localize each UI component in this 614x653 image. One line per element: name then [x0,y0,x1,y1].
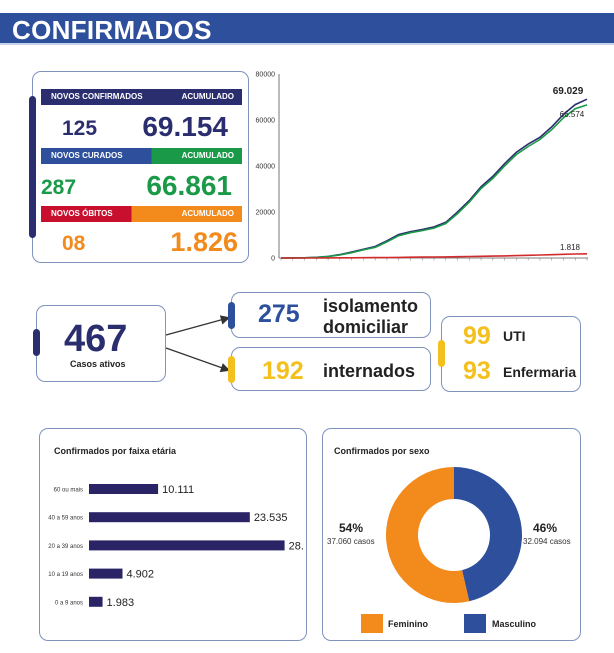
home-isolation-label-1: isolamento [323,296,419,316]
new-deaths-label: NOVOS ÓBITOS [51,209,113,218]
new-confirmed-band: NOVOS CONFIRMADOS ACUMULADO [41,89,242,105]
new-deaths-value: 08 [62,232,86,255]
age-bar-4 [89,596,103,607]
age-chart-title: Confirmados por faixa etária [54,446,177,456]
legend-female-label: Feminino [388,619,428,629]
line-series-deaths [281,253,588,259]
new-recovered-value: 287 [41,176,77,199]
line-chart-y-tick-0: 0 [271,256,275,263]
legend-female-swatch [361,614,383,633]
icu-label: UTI [503,328,526,344]
age-bar-category-4: 0 a 9 anos [55,600,83,606]
icu-ward-card [441,316,581,392]
legend-male-label: Masculino [492,619,537,629]
active-cases-accent [33,329,40,356]
age-bar-category-3: 10 a 19 anos [48,572,83,578]
header-bar: CONFIRMADOS [0,13,614,45]
icu-ward-accent [438,340,445,367]
male-percent: 46% [533,521,558,535]
confirmed-total-value: 69.154 [142,111,228,142]
accum-label-deaths: ACUMULADO [181,209,234,218]
legend-male-swatch [464,614,486,633]
hospitalized-accent [228,356,235,383]
line-chart-y-tick-4: 80000 [256,72,276,79]
line-end-label-1: 66.574 [560,110,585,119]
sex-chart-card [322,428,581,641]
sex-chart-title: Confirmados por sexo [334,446,430,456]
age-bar-0 [89,484,159,494]
age-bar-3 [89,568,123,579]
deaths-total-value: 1.826 [170,227,238,257]
female-count: 37.060 casos [327,537,375,546]
age-bar-2 [89,540,285,551]
ward-value: 93 [463,357,491,385]
age-bar-value-1: 23.535 [254,512,288,524]
page-title: CONFIRMADOS [12,15,212,45]
age-bar-value-2: 28.623 [289,540,304,552]
stats-card-accent [29,96,36,238]
age-bar-chart: 60 ou mais 10.111 40 a 59 anos 23.535 20 a 3… [48,484,304,609]
new-recovered-band: NOVOS CURADOS ACUMULADO [41,148,242,164]
accum-label-recovered: ACUMULADO [181,151,234,160]
home-isolation-value: 275 [258,300,300,328]
active-cases-label: Casos ativos [70,359,126,369]
line-series-recovered [281,104,588,259]
home-isolation-label-2: domiciliar [323,317,409,337]
active-cases-card [36,305,166,382]
line-chart-y-tick-2: 40000 [256,164,276,171]
ward-label: Enfermaria [503,364,577,380]
sex-donut-chart [386,467,523,603]
age-bar-value-4: 1.983 [107,597,135,609]
age-bar-category-1: 40 a 59 anos [48,516,83,522]
line-chart-y-tick-1: 20000 [256,210,276,217]
line-chart-y-tick-3: 60000 [256,118,276,125]
accum-label-confirmed: ACUMULADO [181,92,234,101]
female-percent: 54% [339,521,364,535]
donut-slice-masculino [454,467,523,602]
new-deaths-band: NOVOS ÓBITOS ACUMULADO [41,206,242,222]
hospitalized-card [231,347,431,391]
new-confirmed-label: NOVOS CONFIRMADOS [51,92,143,101]
male-count: 32.094 casos [523,537,571,546]
cumulative-line-chart: 0 20000 40000 60000 80000 69.029 66.574 1.818 [256,72,588,263]
flow-arrows [165,315,231,373]
donut-slice-feminino [386,467,470,603]
new-recovered-label: NOVOS CURADOS [51,151,123,160]
arrow-to-hospitalized [165,347,231,373]
age-bar-category-0: 60 ou mais [54,488,83,494]
arrow-to-isolation [165,315,231,336]
hospitalized-value: 192 [262,357,304,385]
age-bar-value-0: 10.111 [162,484,194,496]
age-bar-value-3: 4.902 [126,569,154,581]
recovered-total-value: 66.861 [146,170,232,201]
age-bar-category-2: 20 a 39 anos [48,544,83,550]
line-end-label-2: 1.818 [560,243,581,252]
age-bar-1 [89,512,250,523]
line-series-confirmed [280,98,588,259]
icu-value: 99 [463,322,491,350]
new-confirmed-value: 125 [62,117,98,140]
line-end-label-0: 69.029 [553,86,584,97]
hospitalized-label: internados [323,361,416,381]
home-isolation-accent [228,302,235,329]
active-cases-value: 467 [64,318,128,360]
age-chart-card [39,428,307,641]
